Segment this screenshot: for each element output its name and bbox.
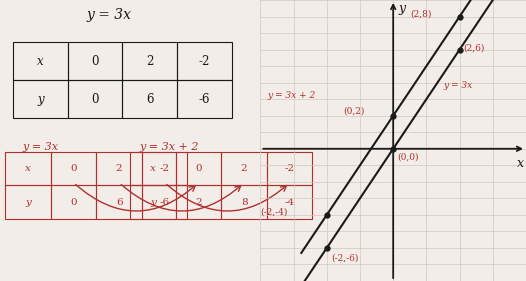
Text: 0: 0 (70, 164, 77, 173)
Text: (-2,-4): (-2,-4) (260, 207, 288, 216)
Text: 0: 0 (92, 55, 99, 68)
Text: y: y (398, 2, 406, 15)
Text: -4: -4 (285, 198, 295, 207)
Text: 2: 2 (116, 164, 123, 173)
Text: (0,0): (0,0) (397, 153, 419, 162)
Text: y: y (37, 92, 44, 106)
Text: -6: -6 (199, 92, 210, 106)
Text: (2,6): (2,6) (463, 44, 485, 53)
Text: y = 3x + 2: y = 3x + 2 (267, 91, 315, 100)
Text: x: x (518, 157, 524, 170)
Text: x: x (37, 55, 44, 68)
Text: (2,8): (2,8) (410, 10, 431, 19)
Text: (0,2): (0,2) (343, 106, 365, 115)
Text: y = 3x + 2: y = 3x + 2 (139, 142, 199, 152)
Text: 0: 0 (195, 164, 202, 173)
Text: -2: -2 (159, 164, 170, 173)
Text: 2: 2 (195, 198, 202, 207)
Text: 2: 2 (241, 164, 247, 173)
Text: 2: 2 (146, 55, 154, 68)
Text: y = 3x: y = 3x (87, 8, 132, 22)
Text: -6: -6 (159, 198, 170, 207)
Text: 8: 8 (241, 198, 247, 207)
Text: 0: 0 (92, 92, 99, 106)
Text: (-2,-6): (-2,-6) (331, 253, 358, 262)
Text: x: x (150, 164, 156, 173)
Text: y = 3x: y = 3x (443, 81, 472, 90)
Text: y: y (25, 198, 31, 207)
Text: y = 3x: y = 3x (23, 142, 58, 152)
Text: 6: 6 (116, 198, 123, 207)
Text: 6: 6 (146, 92, 154, 106)
Text: -2: -2 (199, 55, 210, 68)
Text: -2: -2 (285, 164, 295, 173)
Text: x: x (25, 164, 31, 173)
Text: y: y (150, 198, 156, 207)
Text: 0: 0 (70, 198, 77, 207)
